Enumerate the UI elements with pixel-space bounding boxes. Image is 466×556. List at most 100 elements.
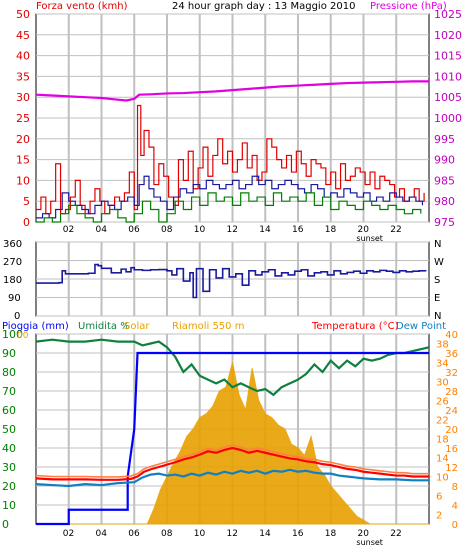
humidity-y-tick: 0: [2, 518, 9, 531]
dir-tick-360: 360: [3, 239, 22, 250]
humidity-y-tick: 60: [2, 404, 16, 417]
dir-tick-0: 0: [14, 311, 20, 322]
humidity-series: [35, 338, 430, 397]
x-tick-label: 16: [292, 529, 304, 539]
x-tick-label: 04: [96, 225, 108, 235]
wind-y-tick: 10: [16, 174, 30, 187]
temp-y-tick: 18: [436, 435, 449, 446]
pressure-y-tick: 1010: [434, 70, 462, 83]
temperature-label: Temperatura (°C): [311, 321, 399, 332]
dir-tick-w: W: [434, 257, 444, 268]
x-tick-label: 16: [292, 225, 304, 235]
dir-tick-e: E: [434, 293, 440, 304]
humidity-y-tick: 10: [2, 499, 16, 512]
temp-y-tick: 36: [445, 349, 458, 360]
wind-y-tick: 20: [16, 133, 30, 146]
humidity-y-tick: 50: [2, 423, 16, 436]
x-tick-label: 14: [259, 225, 271, 235]
pressure-y-tick: 985: [434, 174, 455, 187]
wind-y-tick: 5: [23, 195, 30, 208]
dir-tick-90: 90: [8, 293, 21, 304]
humidity-y-tick: 30: [2, 461, 16, 474]
solar-series: [36, 362, 429, 525]
temp-y-tick: 0: [452, 520, 458, 531]
humidity-y-tick: 90: [2, 347, 16, 360]
rain-label: Pioggia (mm): [2, 321, 69, 332]
temperature-alt-series: [35, 444, 429, 478]
temp-y-tick: 26: [436, 397, 449, 408]
x-tick-label: 12: [227, 529, 238, 539]
x-tick-label: 08: [161, 529, 173, 539]
x-tick-label: 08: [161, 225, 173, 235]
x-tick-label: 14: [259, 529, 271, 539]
temp-y-tick: 38: [436, 340, 449, 351]
temperature-panel-labels: Pioggia (mm) Umidita % Solar Riamoli 550…: [2, 321, 446, 332]
dir-tick-n-bottom: N: [434, 311, 441, 322]
temp-y-tick: 10: [436, 473, 449, 484]
sunset-label: sunset: [356, 538, 383, 547]
temp-y-tick: 4: [452, 501, 458, 512]
dew-point-series: [35, 468, 429, 488]
temp-y-tick: 12: [445, 463, 458, 474]
pressure-y-tick: 995: [434, 133, 455, 146]
humidity-y-tick: 100: [2, 328, 23, 341]
dew-point-label: Dew Point: [396, 321, 446, 332]
temp-y-tick: 34: [436, 359, 449, 370]
wind-avg-series: [36, 175, 424, 219]
altitude-label: Riamoli 550 m: [172, 321, 244, 332]
pressure-title: Pressione (hPa): [370, 1, 447, 12]
dir-tick-n-top: N: [434, 239, 441, 250]
wind-y-tick: 30: [16, 91, 30, 104]
temp-y-tick: 20: [445, 425, 458, 436]
solar-label: Solar: [124, 321, 150, 332]
wind-y-tick: 35: [16, 70, 30, 83]
wind-y-tick: 50: [16, 8, 30, 21]
temp-y-tick: 16: [445, 444, 458, 455]
x-tick-label: 12: [227, 225, 238, 235]
wind-green-series: [36, 192, 422, 223]
temperature-series: [35, 446, 429, 481]
x-tick-label: 02: [63, 529, 74, 539]
sunset-label: sunset: [356, 234, 383, 243]
wind-y-tick: 0: [23, 216, 30, 229]
humidity-y-tick: 20: [2, 480, 16, 493]
x-tick-label: 06: [128, 225, 140, 235]
temp-y-tick: 40: [445, 330, 458, 341]
x-tick-label: 22: [390, 225, 401, 235]
temp-y-tick: 6: [436, 492, 442, 503]
humidity-y-tick: 80: [2, 366, 16, 379]
dir-tick-270: 270: [3, 257, 22, 268]
pressure-y-tick: 1015: [434, 50, 462, 63]
wind-direction-series: [36, 263, 427, 299]
temp-y-tick: 24: [445, 406, 458, 417]
x-tick-label: 18: [325, 225, 337, 235]
x-tick-label: 10: [194, 225, 206, 235]
humidity-y-tick: 40: [2, 442, 16, 455]
x-tick-label: 04: [96, 529, 108, 539]
humidity-label: Umidita %: [78, 321, 130, 332]
humidity-y-tick: 70: [2, 385, 16, 398]
temp-y-tick: 22: [436, 416, 449, 427]
temp-y-tick: 28: [445, 387, 458, 398]
temp-y-tick: 30: [436, 378, 449, 389]
wind-y-tick: 15: [16, 154, 30, 167]
pressure-y-tick: 990: [434, 154, 455, 167]
temp-y-tick: 2: [436, 511, 442, 522]
dir-tick-180: 180: [3, 275, 22, 286]
wind-speed-title: Forza vento (kmh): [36, 1, 128, 12]
graph-day-title: 24 hour graph day : 13 Maggio 2010: [172, 1, 355, 12]
x-tick-label: 02: [63, 225, 74, 235]
temp-y-tick: 32: [445, 368, 458, 379]
pressure-y-tick: 1020: [434, 29, 462, 42]
pressure-y-tick: 1025: [434, 8, 462, 21]
x-tick-label: 20: [358, 529, 370, 539]
temp-y-tick: 14: [436, 454, 449, 465]
x-tick-label: 06: [128, 529, 140, 539]
pressure-y-tick: 1005: [434, 91, 462, 104]
x-tick-label: 20: [358, 225, 370, 235]
wind-y-tick: 40: [16, 50, 30, 63]
x-tick-label: 10: [194, 529, 206, 539]
x-tick-label: 18: [325, 529, 337, 539]
